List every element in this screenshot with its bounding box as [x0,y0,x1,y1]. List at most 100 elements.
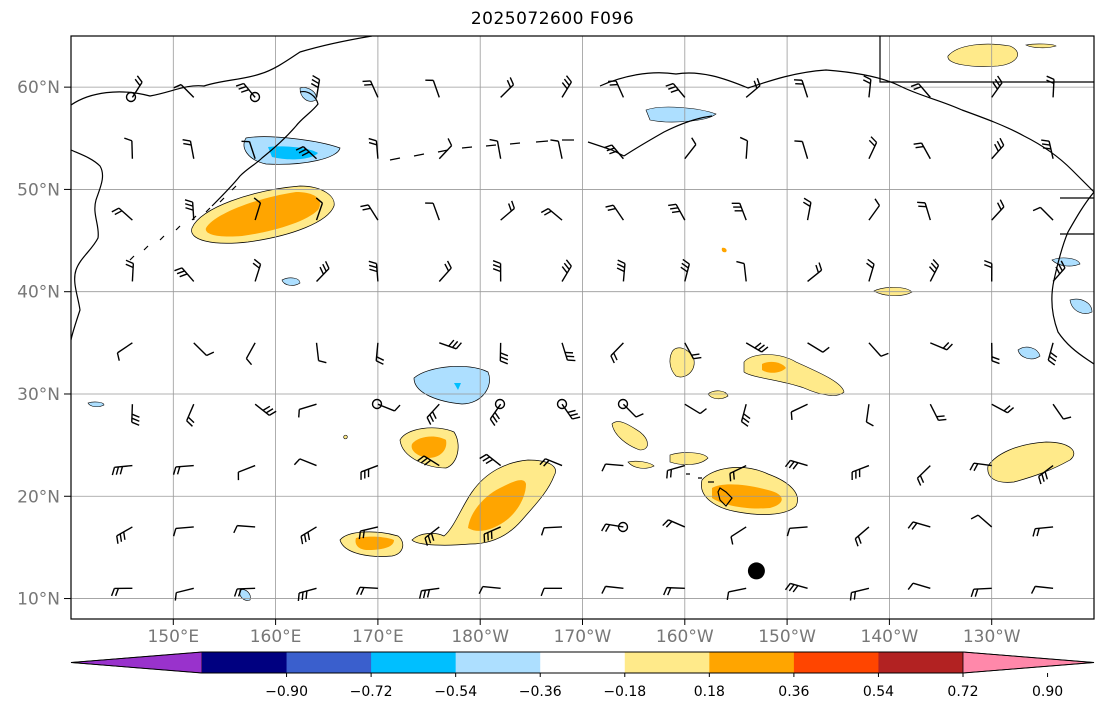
wind-barb [969,462,992,472]
positive-anomaly-core [762,361,786,373]
colorbar-tick-label: −0.36 [519,684,562,700]
wind-barb [295,145,317,160]
colorbar-tick-label: −0.18 [603,684,646,700]
wind-barb [601,523,624,532]
anomaly-shading [87,43,1093,601]
colorbar-tick-label: 0.36 [778,684,809,700]
wind-barb [425,79,440,98]
map-title: 2025072600 F096 [470,9,635,29]
wind-barb [111,464,133,476]
wind-barb [991,342,1000,365]
colorbar-bin [878,652,964,673]
calm-marker [371,398,383,410]
wind-barb [601,585,624,594]
colorbar-tick-label: 0.72 [947,684,978,700]
wind-barb [616,259,626,282]
wind-barb [417,455,440,467]
calm-marker [494,398,506,410]
wind-barb [605,204,624,221]
wind-barb [726,587,747,600]
wind-barb [297,587,317,602]
wind-barb [368,137,379,159]
wind-barb [1041,139,1054,159]
wind-barb [730,526,747,545]
wind-barb [186,403,195,427]
negative-anomaly-area [299,87,317,102]
wind-barb [665,82,686,98]
wind-barb [131,404,140,426]
negative-anomaly-area [281,277,301,286]
wind-barb [793,79,809,98]
wind-barb [907,521,931,530]
colorbar-bin [455,652,541,673]
wind-barb [608,80,625,98]
wind-barb [991,403,1015,414]
colorbar-bin [793,652,879,673]
positive-anomaly-core [205,192,320,237]
wind-barb [794,140,809,159]
wind-barb [1052,260,1066,282]
wind-barb [116,342,133,361]
wind-barb [1047,342,1058,366]
colorbar-tick-label: −0.54 [434,684,477,700]
wind-barb [807,342,830,353]
canada-border [879,36,1094,235]
wind-barb [868,342,889,357]
wind-barb [610,342,624,364]
colorbar-tick-label: −0.90 [265,684,308,700]
negative-anomaly-area [1069,298,1093,314]
wind-barb [110,587,133,597]
wind-barb [854,526,870,547]
coastlines [71,36,1094,507]
wind-barb [131,75,143,98]
wind-barb [913,142,931,160]
wind-barb [111,207,133,221]
calm-marker [249,91,261,103]
wind-barb [745,342,769,353]
wind-barb [784,582,808,593]
wind-barb [424,526,440,546]
wind-barb [561,342,576,362]
wind-barb [622,403,644,418]
wind-barb [684,403,707,415]
wind-barb [916,465,931,486]
wind-barb [438,260,452,282]
wind-barb [680,258,691,282]
wind-barb [1030,585,1054,594]
wind-barb [917,201,931,221]
wind-barb [991,75,1003,98]
calm-wind-markers [125,91,629,533]
wind-barb [298,403,317,418]
wind-barb [358,526,379,540]
wind-barb [736,260,747,282]
negative-anomaly-area [239,589,251,601]
wind-barb [362,80,379,98]
wind-barb [315,342,327,364]
colorbar: −0.90 −0.72 −0.54 −0.36 −0.18 0.18 0.36 0.54 0.7… [70,651,1095,700]
wind-barb [483,526,501,543]
wind-barb [315,197,324,221]
wind-barb [375,342,385,365]
wind-barb [731,202,747,221]
colorbar-tick-label: 0.90 [1032,684,1063,700]
alaska-coastline [599,69,1094,193]
wind-barb [910,83,931,98]
wind-barb [356,586,378,596]
colorbar-bin [540,652,626,673]
negative-anomaly-area [87,401,105,408]
wind-barb [740,404,751,427]
wind-barb [866,258,875,282]
graticule [71,36,1094,619]
wind-barb [173,83,195,98]
calm-marker [125,91,137,103]
wind-barb [438,138,453,160]
longitude-axis: 150°E 160°E 170°E 180°W 170°W 160°W 150°W 140°W… [147,619,1021,647]
negative-anomaly-area [645,106,717,123]
wind-barb [233,587,256,597]
colorbar-extend-high [962,651,1095,674]
wind-barb [172,526,194,537]
wind-barb [868,198,881,221]
calm-marker [556,398,568,410]
wind-barb [426,403,440,425]
wind-barb [786,526,808,537]
